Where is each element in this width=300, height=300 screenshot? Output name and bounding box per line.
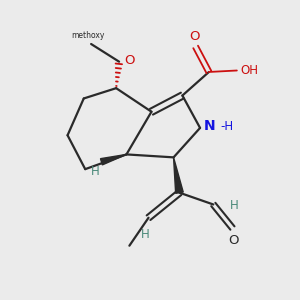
Text: OH: OH: [240, 64, 258, 77]
Text: O: O: [189, 30, 200, 44]
Polygon shape: [174, 158, 183, 193]
Text: O: O: [229, 234, 239, 247]
Text: -H: -H: [221, 120, 234, 133]
Text: N: N: [204, 119, 215, 134]
Text: H: H: [91, 165, 100, 178]
Text: H: H: [230, 200, 238, 212]
Text: H: H: [141, 228, 150, 241]
Text: O: O: [124, 54, 135, 67]
Polygon shape: [100, 154, 126, 165]
Text: methoxy: methoxy: [71, 31, 105, 40]
